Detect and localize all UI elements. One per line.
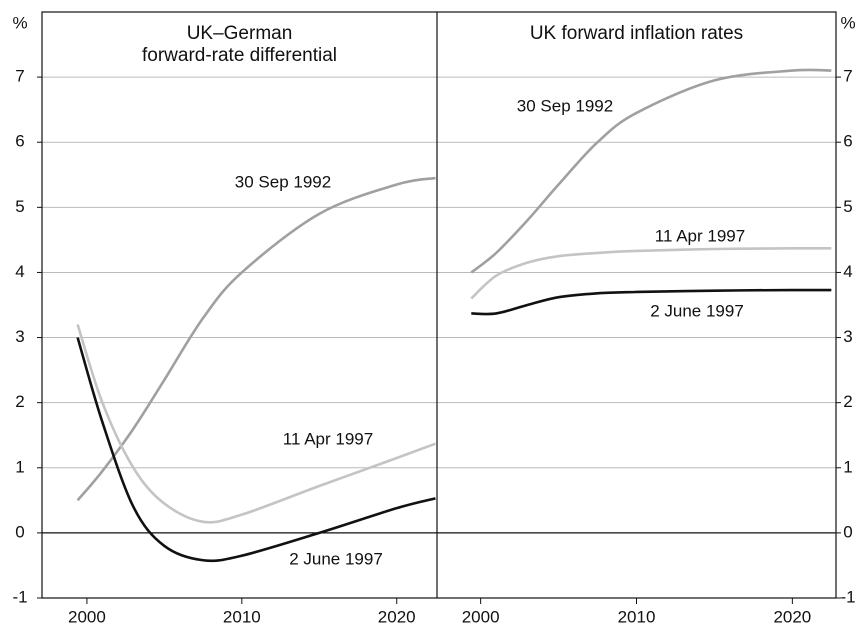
panel-title: UK–German <box>187 23 293 44</box>
series-label: 30 Sep 1992 <box>235 172 331 191</box>
series-label: 2 June 1997 <box>650 301 744 320</box>
y-tick-label: 6 <box>843 132 852 151</box>
series-line <box>470 68 832 274</box>
y-tick-label: 7 <box>15 67 24 86</box>
series-label: 11 Apr 1997 <box>283 429 373 448</box>
series-line <box>76 176 436 502</box>
y-tick-label: 3 <box>15 327 24 346</box>
y-tick-label: 3 <box>843 327 852 346</box>
y-tick-label: 7 <box>843 67 852 86</box>
y-tick-label: 2 <box>843 392 852 411</box>
series-line <box>76 337 436 563</box>
x-tick-label: 2010 <box>618 607 656 626</box>
y-axis-label: % <box>840 13 855 32</box>
series-label: 11 Apr 1997 <box>655 226 745 245</box>
y-tick-label: 5 <box>15 197 24 216</box>
x-tick-label: 2020 <box>773 607 811 626</box>
x-tick-label: 2010 <box>223 607 261 626</box>
y-tick-label: 0 <box>843 522 852 541</box>
y-tick-label: 5 <box>843 197 852 216</box>
x-tick-label: 2000 <box>68 607 106 626</box>
panel-title: UK forward inflation rates <box>530 23 743 44</box>
y-tick-label: 0 <box>15 522 24 541</box>
y-tick-label: 4 <box>15 262 24 281</box>
x-tick-label: 2020 <box>378 607 416 626</box>
y-tick-label: 2 <box>15 392 24 411</box>
y-tick-label: -1 <box>12 587 27 606</box>
series-label: 2 June 1997 <box>289 549 383 568</box>
y-tick-label: 4 <box>843 262 852 281</box>
y-axis-label: % <box>12 13 27 32</box>
y-tick-label: 1 <box>843 457 852 476</box>
series-line <box>76 324 436 524</box>
panel-title: forward-rate differential <box>142 45 337 66</box>
y-tick-label: 1 <box>15 457 24 476</box>
y-tick-label: 6 <box>15 132 24 151</box>
y-tick-label: -1 <box>840 587 855 606</box>
series-label: 30 Sep 1992 <box>517 96 613 115</box>
series-line <box>471 288 832 316</box>
series-line <box>470 247 832 300</box>
plot-frame <box>41 11 837 599</box>
x-tick-label: 2000 <box>462 607 500 626</box>
